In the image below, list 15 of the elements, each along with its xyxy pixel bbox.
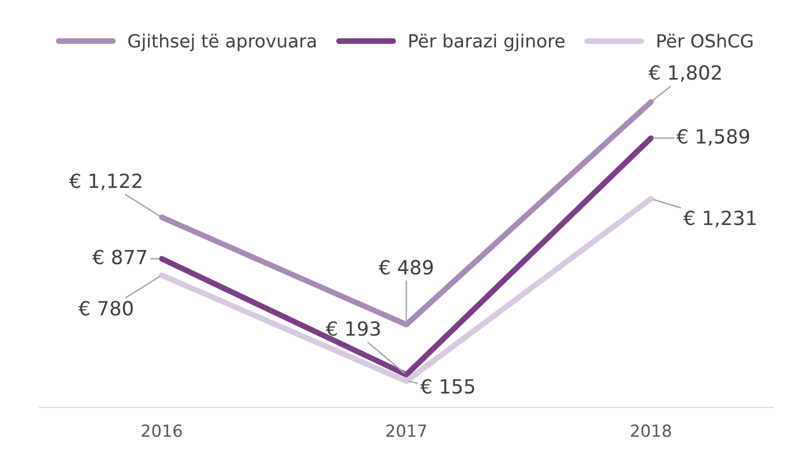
x-tick-label: 2017 (386, 424, 426, 438)
x-tick-label: 2018 (630, 424, 671, 438)
data-label: € 193 (326, 321, 380, 336)
legend-label: Për barazi gjinore (409, 34, 565, 52)
data-label: € 780 (78, 300, 133, 316)
x-tick-label: 2016 (142, 424, 182, 438)
data-label: € 155 (420, 379, 474, 394)
data-label: € 1,122 (69, 173, 142, 190)
legend-label: Për OShCG (658, 34, 752, 48)
data-label: € 489 (378, 260, 433, 275)
data-label: € 877 (92, 250, 146, 264)
data-label: € 1,802 (648, 65, 721, 82)
data-label: € 1,589 (676, 129, 750, 146)
legend-label: Gjithsej të aprovuara (128, 34, 316, 52)
data-label: € 1,231 (683, 210, 756, 228)
